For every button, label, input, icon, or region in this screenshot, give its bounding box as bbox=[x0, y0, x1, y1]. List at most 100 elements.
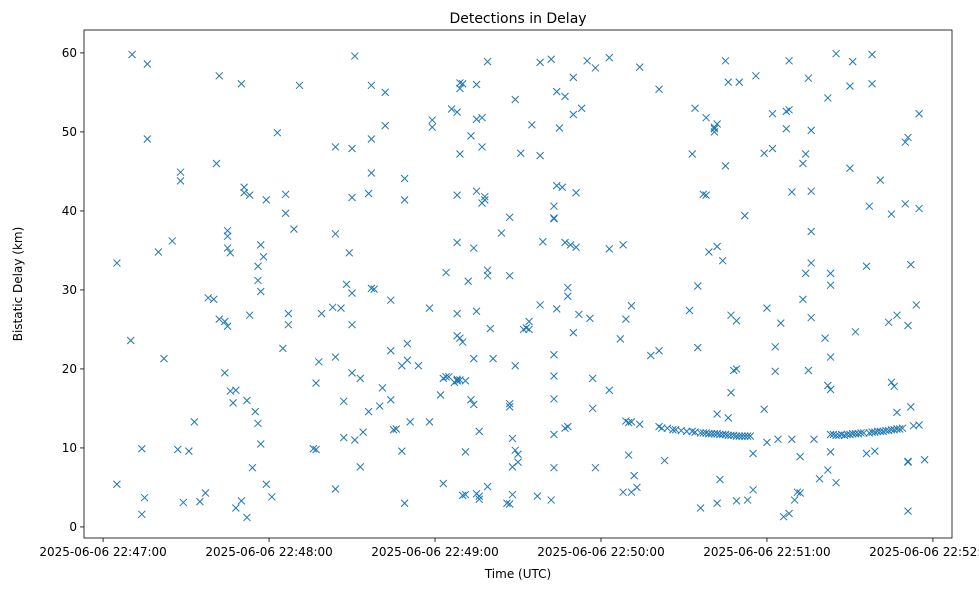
data-point-297 bbox=[727, 388, 735, 397]
data-point-285 bbox=[716, 475, 724, 484]
data-point-93 bbox=[367, 135, 376, 143]
data-point-92 bbox=[367, 169, 376, 177]
data-point-330 bbox=[785, 509, 793, 518]
data-point-412 bbox=[906, 402, 915, 411]
data-point-115 bbox=[425, 418, 434, 426]
data-point-248 bbox=[646, 351, 655, 360]
data-point-302 bbox=[732, 432, 741, 440]
data-point-56 bbox=[273, 128, 282, 137]
data-point-167 bbox=[483, 57, 492, 66]
data-point-408 bbox=[904, 458, 912, 467]
y-tick-label-2: 20 bbox=[62, 362, 77, 376]
data-point-75 bbox=[339, 397, 348, 406]
data-point-0 bbox=[113, 259, 121, 267]
data-point-135 bbox=[456, 84, 464, 93]
data-point-168 bbox=[486, 324, 495, 333]
data-point-227 bbox=[588, 374, 597, 383]
data-point-234 bbox=[616, 335, 625, 343]
data-point-328 bbox=[785, 105, 793, 114]
data-point-164 bbox=[483, 266, 492, 275]
data-point-19 bbox=[201, 489, 210, 497]
data-point-99 bbox=[381, 121, 390, 130]
data-point-418 bbox=[920, 455, 929, 464]
data-point-352 bbox=[823, 381, 832, 390]
data-point-222 bbox=[572, 243, 580, 252]
data-point-15 bbox=[179, 498, 188, 507]
data-point-247 bbox=[635, 420, 644, 429]
data-point-126 bbox=[453, 375, 461, 384]
data-point-100 bbox=[386, 296, 395, 305]
data-point-82 bbox=[348, 320, 356, 329]
data-point-23 bbox=[215, 71, 224, 80]
data-point-235 bbox=[619, 241, 627, 249]
data-point-175 bbox=[505, 213, 514, 222]
data-point-130 bbox=[453, 309, 461, 318]
data-point-355 bbox=[826, 448, 835, 456]
data-point-191 bbox=[533, 492, 542, 500]
data-point-252 bbox=[657, 424, 666, 433]
data-point-67 bbox=[314, 357, 323, 366]
data-point-50 bbox=[256, 241, 265, 249]
data-point-194 bbox=[536, 301, 544, 309]
data-point-34 bbox=[232, 386, 240, 395]
data-point-128 bbox=[453, 191, 461, 199]
data-point-250 bbox=[655, 346, 663, 355]
data-point-378 bbox=[862, 262, 871, 271]
data-point-111 bbox=[403, 356, 412, 365]
data-point-165 bbox=[483, 271, 492, 280]
data-point-71 bbox=[331, 229, 340, 238]
data-point-152 bbox=[472, 307, 481, 316]
data-point-3 bbox=[128, 50, 136, 59]
data-point-232 bbox=[605, 244, 614, 253]
data-point-416 bbox=[915, 204, 923, 213]
data-point-142 bbox=[461, 376, 470, 385]
data-point-172 bbox=[505, 399, 514, 408]
data-point-230 bbox=[591, 463, 600, 472]
data-point-258 bbox=[682, 427, 691, 436]
x-tick-label-5: 2025-06-06 22:52:00 bbox=[869, 545, 979, 559]
data-point-214 bbox=[563, 422, 572, 431]
data-point-145 bbox=[464, 277, 473, 286]
data-point-359 bbox=[826, 269, 835, 278]
data-point-263 bbox=[691, 104, 699, 113]
data-point-246 bbox=[635, 63, 644, 71]
x-tick-label-4: 2025-06-06 22:51:00 bbox=[703, 545, 830, 559]
data-point-275 bbox=[707, 429, 716, 438]
data-point-36 bbox=[237, 79, 246, 88]
data-point-314 bbox=[752, 71, 760, 80]
data-point-108 bbox=[400, 196, 409, 204]
data-point-223 bbox=[575, 310, 583, 319]
data-point-47 bbox=[254, 276, 262, 285]
data-point-293 bbox=[724, 431, 733, 440]
data-point-259 bbox=[685, 306, 694, 315]
data-point-197 bbox=[547, 55, 556, 64]
data-point-185 bbox=[516, 149, 525, 158]
data-point-189 bbox=[525, 317, 533, 326]
data-point-207 bbox=[552, 305, 561, 313]
data-point-205 bbox=[550, 395, 558, 403]
data-point-139 bbox=[458, 79, 467, 88]
data-point-64 bbox=[309, 444, 318, 453]
data-point-169 bbox=[489, 354, 497, 363]
data-point-87 bbox=[356, 374, 365, 383]
data-point-306 bbox=[738, 432, 746, 440]
data-point-144 bbox=[461, 448, 470, 456]
data-point-236 bbox=[619, 488, 627, 497]
data-point-225 bbox=[583, 56, 592, 65]
data-point-358 bbox=[826, 281, 835, 290]
data-point-27 bbox=[223, 244, 232, 252]
data-point-156 bbox=[475, 427, 484, 436]
data-point-146 bbox=[467, 132, 475, 140]
data-point-74 bbox=[337, 304, 345, 312]
data-point-325 bbox=[779, 512, 788, 521]
data-point-405 bbox=[901, 199, 910, 208]
y-axis-label: Bistatic Delay (km) bbox=[11, 227, 25, 342]
data-point-95 bbox=[370, 285, 379, 293]
data-point-78 bbox=[345, 248, 354, 257]
data-point-154 bbox=[472, 80, 481, 89]
data-point-229 bbox=[591, 64, 600, 72]
data-point-329 bbox=[785, 56, 793, 65]
data-point-170 bbox=[497, 229, 506, 237]
data-point-182 bbox=[511, 446, 520, 455]
data-point-105 bbox=[397, 447, 406, 455]
